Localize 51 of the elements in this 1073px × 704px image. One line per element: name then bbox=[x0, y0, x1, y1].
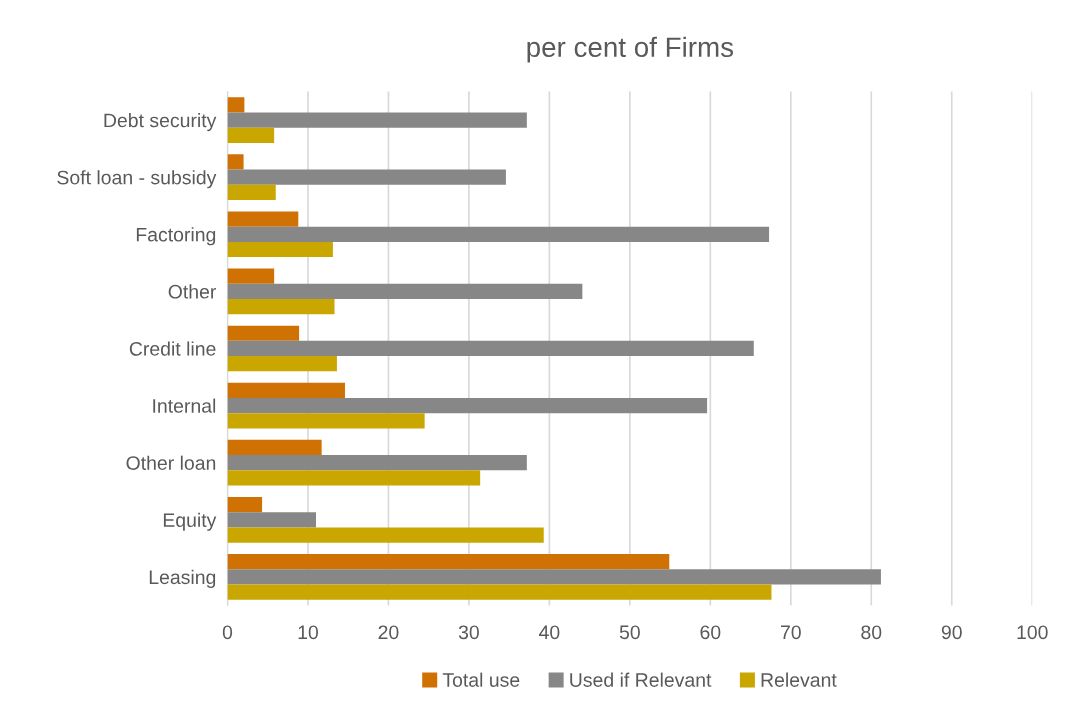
x-tick-label: 0 bbox=[222, 625, 233, 640]
bar bbox=[227, 527, 544, 543]
x-tick-label: 70 bbox=[780, 625, 801, 640]
bar bbox=[227, 512, 316, 528]
bar bbox=[227, 439, 322, 456]
legend-label: Total use bbox=[442, 672, 520, 687]
y-tick-label: Other loan bbox=[126, 455, 216, 470]
bar bbox=[227, 241, 333, 258]
y-tick-label: Leasing bbox=[149, 569, 216, 588]
y-tick-label: Debt security bbox=[104, 113, 217, 132]
bar bbox=[227, 470, 481, 486]
bar bbox=[227, 584, 772, 600]
legend-label: Relevant bbox=[761, 672, 837, 687]
bar bbox=[227, 496, 263, 513]
bar bbox=[227, 184, 276, 201]
bar bbox=[227, 298, 335, 315]
bar bbox=[227, 211, 299, 227]
x-tick-label: 30 bbox=[458, 625, 479, 640]
bar bbox=[227, 112, 527, 128]
legend-label: Used if Relevant bbox=[570, 672, 712, 687]
y-tick-label: Internal bbox=[153, 398, 216, 413]
x-tick-label: 60 bbox=[700, 625, 721, 640]
x-tick-label: 40 bbox=[539, 625, 560, 640]
x-tick-label: 20 bbox=[378, 625, 399, 640]
x-tick-label: 50 bbox=[619, 625, 640, 640]
x-tick-label: 10 bbox=[298, 625, 319, 640]
chart-title: per cent of Firms bbox=[527, 36, 734, 63]
bar bbox=[227, 127, 275, 143]
bar bbox=[227, 356, 337, 372]
bar bbox=[227, 340, 754, 357]
y-tick-label: Other bbox=[168, 284, 217, 299]
x-tick-label: 100 bbox=[1017, 625, 1048, 640]
x-tick-label: 80 bbox=[861, 625, 882, 640]
y-tick-label: Equity bbox=[163, 512, 217, 531]
bar bbox=[227, 413, 425, 429]
x-tick-label: 90 bbox=[941, 625, 962, 640]
bar bbox=[227, 97, 245, 113]
bar bbox=[227, 283, 583, 299]
bar bbox=[227, 169, 506, 185]
y-tick-label: Factoring bbox=[136, 227, 216, 246]
bar bbox=[227, 226, 770, 242]
bar bbox=[227, 268, 275, 284]
bar bbox=[227, 325, 300, 341]
y-tick-label: Credit line bbox=[129, 341, 216, 356]
bar bbox=[227, 154, 244, 170]
bar bbox=[227, 382, 345, 398]
bar bbox=[227, 397, 708, 414]
bar bbox=[227, 554, 670, 570]
y-tick-label: Soft loan - subsidy bbox=[57, 170, 217, 189]
bar bbox=[227, 569, 881, 585]
bar bbox=[227, 455, 527, 471]
